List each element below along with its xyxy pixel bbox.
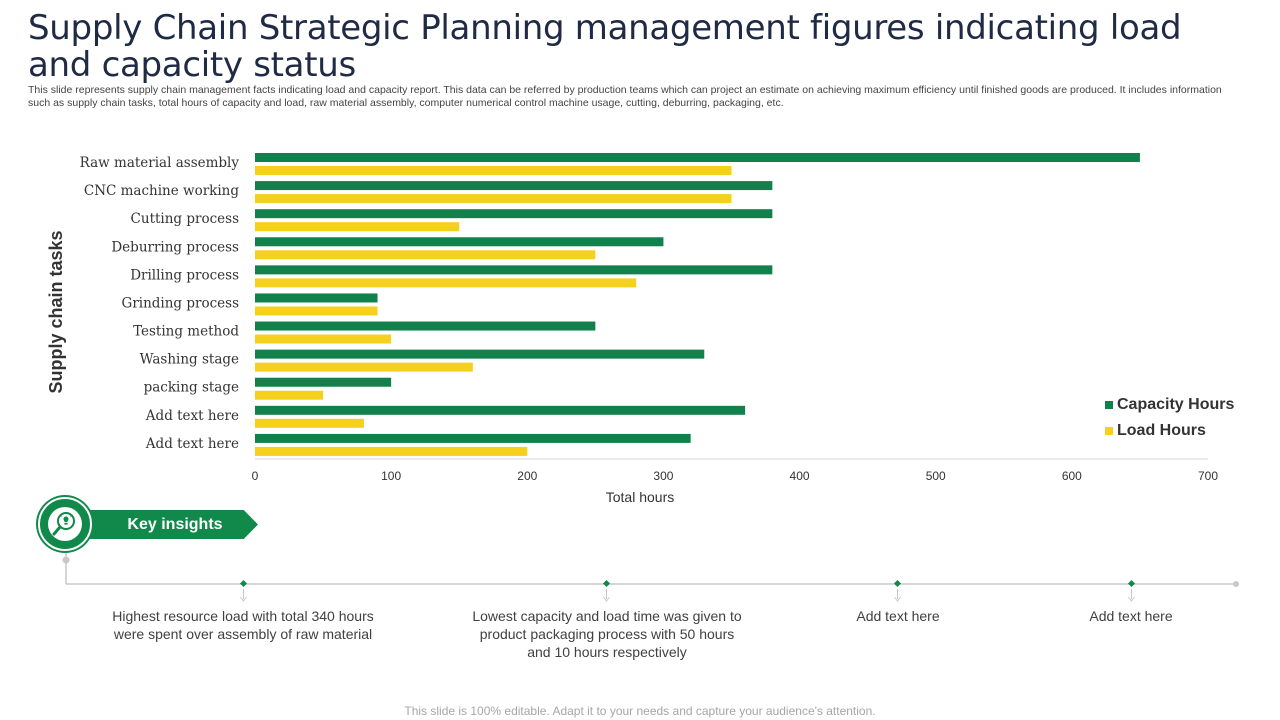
category-label-10: Add text here [145,408,239,424]
bar-capacity-6 [255,293,378,303]
bar-capacity-5 [255,265,773,275]
category-label-11: Add text here [145,436,239,452]
page-title: Supply Chain Strategic Planning manageme… [28,8,1182,85]
bar-capacity-11 [255,433,691,443]
key-insights-badge [38,497,92,551]
category-label-5: Drilling process [130,267,239,283]
x-axis-title: Total hours [606,489,674,505]
bar-load-9 [255,390,324,400]
chart-legend: Capacity Hours Load Hours [1105,392,1234,444]
bar-load-7 [255,334,392,344]
bar-load-5 [255,278,637,288]
insight-text-2: Lowest capacity and load time was given … [472,608,742,660]
legend-label-load: Load Hours [1117,422,1206,439]
timeline-marker-2 [602,579,611,602]
legend-item-load: Load Hours [1105,418,1234,444]
legend-item-capacity: Capacity Hours [1105,392,1234,418]
x-tick-label-5: 400 [790,469,810,483]
category-label-4: Deburring process [111,239,239,255]
bar-capacity-3 [255,209,773,219]
legend-swatch-capacity [1105,401,1113,409]
x-tick-labels: 0 100 200 300 400 500 600 700 [252,469,1219,483]
bar-load-3 [255,222,460,232]
y-axis-title: Supply chain tasks [46,230,66,393]
x-tick-label-7: 600 [1062,469,1082,483]
bars-layer [255,153,1140,456]
insight-text-3: Add text here [856,608,940,624]
x-tick-label-3: 200 [517,469,537,483]
category-label-7: Testing method [133,324,239,340]
bar-load-10 [255,418,364,428]
legend-swatch-load [1105,427,1113,435]
bar-capacity-1 [255,153,1140,162]
category-labels: Raw material assembly CNC machine working… [80,155,240,452]
x-tick-label-1: 0 [252,469,259,483]
bar-capacity-9 [255,377,392,387]
bar-load-4 [255,250,596,260]
bar-chart: Raw material assembly CNC machine working… [46,153,1219,505]
category-label-6: Grinding process [122,295,240,311]
category-label-3: Cutting process [131,211,240,227]
insight-text-1: Highest resource load with total 340 hou… [112,608,374,642]
lightbulb-magnifier-icon [48,507,82,541]
bar-load-6 [255,306,378,316]
legend-label-capacity: Capacity Hours [1117,396,1235,413]
page-subtitle: This slide represents supply chain manag… [28,84,1222,109]
bar-load-2 [255,194,732,204]
bar-capacity-10 [255,405,746,415]
timeline-start-dot [62,556,70,564]
footer-note: This slide is 100% editable. Adapt it to… [404,704,876,718]
bar-capacity-4 [255,237,664,247]
timeline-marker-1 [239,579,248,602]
bar-load-8 [255,362,473,372]
bar-capacity-8 [255,349,705,359]
x-tick-label-2: 100 [381,469,401,483]
x-tick-label-6: 500 [926,469,946,483]
x-tick-label-8: 700 [1198,469,1218,483]
timeline-end-dot [1233,581,1239,587]
category-label-8: Washing stage [140,352,239,368]
key-insights-label: Key insights [127,516,223,533]
timeline-marker-3 [893,579,902,602]
bar-load-11 [255,446,528,456]
timeline-marker-4 [1127,579,1136,602]
category-label-9: packing stage [144,380,239,396]
bar-capacity-7 [255,321,596,331]
insight-text-4: Add text here [1089,608,1173,624]
x-tick-label-4: 300 [653,469,673,483]
category-label-2: CNC machine working [84,183,239,199]
bar-load-1 [255,166,732,175]
category-label-1: Raw material assembly [80,155,240,171]
key-insights-banner: Key insights [80,510,258,539]
bar-capacity-2 [255,181,773,191]
